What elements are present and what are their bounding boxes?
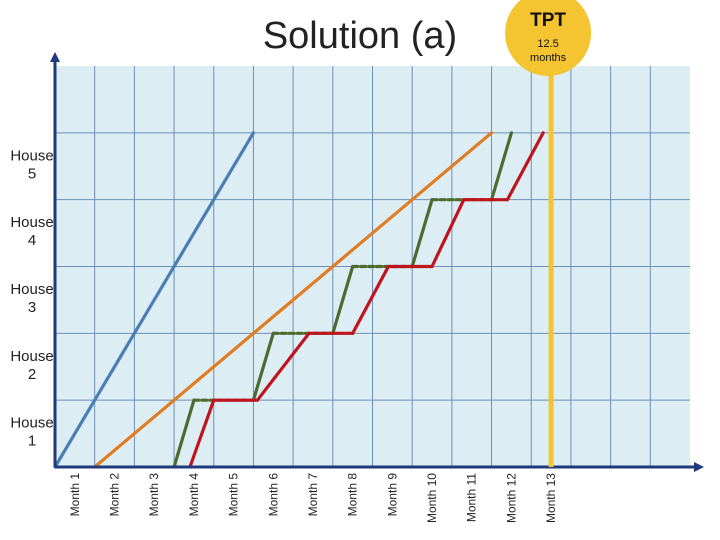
y-axis-labels: House 1 House 2 House 3 House 4 House 5	[10, 147, 53, 449]
x-tick-label: Month 2	[108, 473, 122, 517]
y-tick-label: House 2	[10, 348, 53, 383]
series-3-segment	[172, 398, 196, 469]
y-tick-label: House 4	[10, 214, 53, 249]
series-4-segment	[351, 264, 390, 335]
x-tick-label: Month 10	[425, 473, 439, 523]
x-tick-label: Month 12	[504, 473, 518, 523]
marker-layer: TPT 12.5 months	[505, 0, 592, 467]
y-axis-arrow	[50, 52, 60, 62]
x-axis-arrow	[694, 462, 704, 472]
chart-title: Solution (a)	[263, 15, 457, 57]
series-3-segment	[489, 131, 514, 202]
x-tick-label: Month 9	[385, 473, 399, 517]
y-tick-label: House 3	[10, 281, 53, 316]
x-tick-label: Month 13	[544, 473, 558, 523]
series-4-segment	[255, 331, 311, 402]
series-3-segment	[410, 198, 434, 269]
series-4-segment	[505, 131, 545, 202]
series-layer	[53, 131, 545, 469]
series-4-segment	[188, 398, 216, 469]
series-3-segment	[331, 264, 355, 335]
series-2-segment	[93, 131, 494, 469]
x-tick-label: Month 8	[346, 473, 360, 517]
x-tick-label: Month 6	[266, 473, 280, 517]
x-tick-label: Month 7	[306, 473, 320, 517]
y-tick-label: House 1	[10, 415, 53, 450]
tpt-badge-title: TPT	[530, 10, 566, 31]
tpt-badge-text: 12.5 months	[530, 38, 567, 64]
x-tick-label: Month 5	[227, 473, 241, 517]
x-tick-label: Month 4	[187, 473, 201, 517]
x-tick-label: Month 11	[465, 473, 479, 522]
series-4-segment	[430, 198, 466, 269]
series-3-segment	[251, 331, 275, 402]
x-tick-label: Month 3	[147, 473, 161, 517]
tpt-badge	[505, 0, 592, 76]
y-tick-label: House 5	[10, 147, 53, 182]
axes	[50, 52, 704, 472]
series-1-segment	[53, 131, 256, 469]
grid-lines	[55, 66, 690, 467]
x-tick-label: Month 1	[68, 473, 82, 517]
x-axis-labels: Month 1 Month 2 Month 3 Month 4 Month 5 Month…	[68, 473, 558, 523]
